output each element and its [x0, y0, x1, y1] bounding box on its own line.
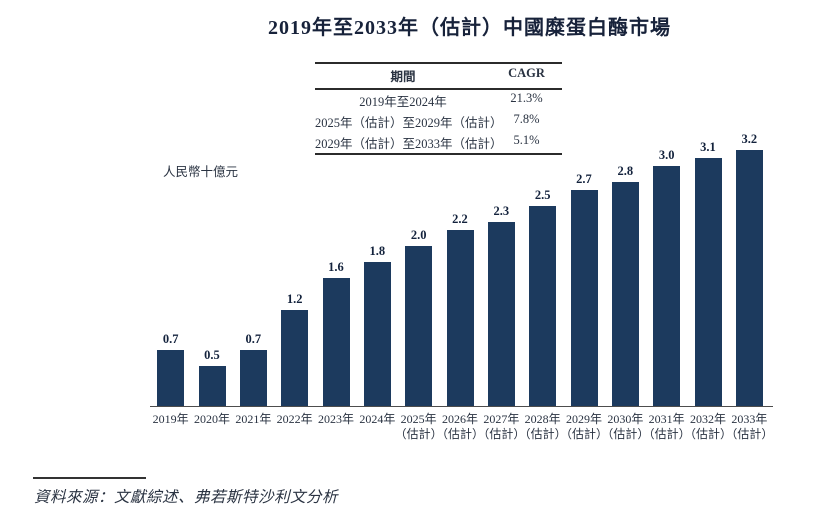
bar [157, 350, 185, 406]
bar-value-label: 1.6 [328, 260, 344, 274]
bar-value-label: 1.2 [286, 292, 303, 306]
x-tick-label: 2022年 [276, 412, 313, 426]
period-cell: 2029年（估計）至2033年（估計） [315, 137, 503, 151]
period-cell: 2025年（估計）至2029年（估計） [315, 116, 503, 130]
y-axis-unit-label: 人民幣十億元 [163, 165, 239, 179]
x-axis-line [150, 406, 773, 407]
bar [653, 166, 681, 406]
bar-value-label: 1.8 [369, 244, 386, 258]
bar-value-label: 2.2 [452, 212, 468, 226]
period-column-header: 期間 [390, 70, 416, 84]
cagr-cell: 5.1% [513, 133, 540, 147]
bar [239, 350, 267, 406]
bar-value-label: 2.7 [576, 172, 592, 186]
bar-value-label: 2.8 [617, 164, 634, 178]
x-tick-label: 2019年 [152, 412, 189, 426]
x-tick-label: 2020年 [193, 412, 230, 426]
cagr-table-body: 2019年至2024年 21.3% 2025年（估計）至2029年（估計） 7.8% 2… [315, 90, 562, 153]
cagr-cell: 21.3% [510, 91, 543, 105]
bar [198, 366, 226, 406]
x-tick-label: 2026年 （估計） [435, 412, 484, 441]
x-tick-label: 2028年 （估計） [518, 412, 567, 441]
bar-plot: 0.7 0.5 0.7 1.2 1.6 1.8 2.0 2.2 2.3 2.5 2.7 2.8 3.0 3… [150, 130, 770, 406]
x-tick-label: 2033年 （估計） [725, 412, 774, 441]
x-tick-label: 2024年 [359, 412, 396, 426]
table-row: 2019年至2024年 21.3% [315, 90, 562, 111]
x-tick-label: 2032年 （估計） [683, 412, 732, 441]
x-tick-label: 2023年 [317, 412, 354, 426]
x-tick-label: 2027年 （估計） [477, 412, 526, 441]
x-tick-label: 2030年 （估計） [601, 412, 650, 441]
x-tick-label: 2025年 （估計） [394, 412, 443, 441]
period-cell: 2019年至2024年 [359, 95, 447, 109]
source-note: 資料來源：文獻綜述、弗若斯特沙利文分析 [34, 489, 339, 506]
bar-value-label: 2.0 [410, 228, 427, 242]
x-axis-labels: 2019年 2020年 2021年 2022年 2023年 2024年 2025年 （估計） 2… [150, 412, 774, 452]
bar [446, 230, 474, 406]
bar [322, 278, 350, 406]
cagr-cell: 7.8% [513, 112, 540, 126]
cagr-table: 期間 CAGR 2019年至2024年 21.3% 2025年（估計）至2029年（… [315, 62, 562, 155]
bar [487, 222, 515, 406]
bar-value-label: 3.1 [700, 140, 716, 154]
bar [405, 246, 433, 406]
bar [529, 206, 557, 406]
bar [363, 262, 391, 406]
bar-value-label: 0.7 [162, 332, 179, 346]
x-tick-label: 2031年 （估計） [642, 412, 691, 441]
bar [281, 310, 309, 406]
bar [735, 150, 763, 406]
cagr-table-header: 期間 CAGR [315, 64, 562, 90]
bar-value-label: 2.3 [493, 204, 510, 218]
bar-value-label: 3.2 [741, 132, 758, 146]
bar-value-label: 0.7 [245, 332, 262, 346]
bar-value-label: 0.5 [204, 348, 220, 362]
bar [611, 182, 639, 406]
bar-value-label: 3.0 [658, 148, 675, 162]
table-row: 2025年（估計）至2029年（估計） 7.8% [315, 111, 562, 132]
cagr-column-header: CAGR [508, 66, 545, 80]
table-row: 2029年（估計）至2033年（估計） 5.1% [315, 132, 562, 153]
bar [694, 158, 722, 406]
source-divider-line [33, 477, 146, 479]
bar [570, 190, 598, 406]
x-tick-label: 2021年 [235, 412, 272, 426]
bar-value-label: 2.5 [534, 188, 551, 202]
chart-title: 2019年至2033年（估計）中國糜蛋白酶市場 [268, 17, 671, 39]
x-tick-label: 2029年 （估計） [559, 412, 608, 441]
